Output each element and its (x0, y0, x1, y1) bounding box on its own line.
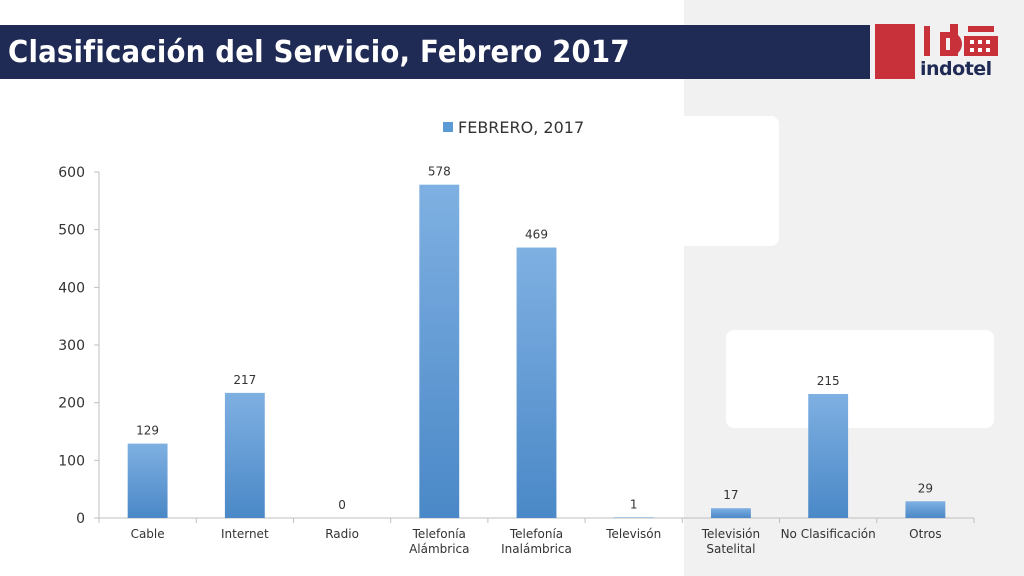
background-notch (726, 330, 994, 428)
bar (905, 501, 946, 518)
bar (224, 392, 265, 518)
bar (516, 247, 557, 518)
bar (419, 184, 460, 518)
x-tick-label: Internet (221, 527, 269, 541)
title-bar: Clasificación del Servicio, Febrero 2017 (0, 25, 870, 79)
logo-mark-icon (924, 24, 998, 56)
data-label: 215 (817, 374, 840, 388)
x-tick-label: Radio (325, 527, 359, 541)
x-tick-label: Satelital (706, 542, 755, 556)
y-tick-label: 500 (58, 223, 85, 239)
data-label: 578 (428, 165, 451, 179)
data-label: 29 (918, 481, 933, 495)
y-axis: 0 100 200 300 400 500 600 (58, 165, 100, 527)
y-tick-label: 600 (58, 165, 85, 181)
data-label: 217 (233, 373, 256, 387)
bar-chart: FEBRERO, 2017 0 100 200 300 400 500 600 Cable I… (58, 118, 975, 556)
logo-red-block (875, 24, 915, 79)
x-tick-label: Televisón (605, 527, 661, 541)
y-tick-label: 100 (58, 453, 85, 469)
background-notch (684, 116, 779, 246)
bar (808, 394, 849, 518)
page-title: Clasificación del Servicio, Febrero 2017 (8, 34, 630, 70)
x-tick-label: Cable (131, 527, 165, 541)
data-label: 0 (338, 498, 346, 512)
indotel-logo: indotel (920, 22, 1006, 84)
x-axis: Cable Internet Radio TelefoníaAlámbricaTele… (98, 517, 975, 556)
x-tick-label: Inalámbrica (501, 542, 572, 556)
data-label: 129 (136, 424, 159, 438)
x-tick-label: Telefonía (509, 527, 563, 541)
bar-series: 129 217 0 578 469 1 17 215 29 (127, 165, 946, 518)
x-tick-label: Televisión (701, 527, 760, 541)
y-tick-label: 300 (58, 338, 85, 354)
background-panel (684, 0, 1024, 576)
logo-wordmark: indotel (920, 58, 992, 80)
x-tick-label: Alámbrica (409, 542, 469, 556)
y-tick-label: 0 (76, 511, 85, 527)
bar (711, 508, 751, 518)
data-label: 469 (525, 228, 548, 242)
chart-legend: FEBRERO, 2017 (443, 118, 584, 137)
x-tick-label: No Clasificación (781, 527, 876, 541)
x-tick-label: Telefonía (412, 527, 466, 541)
data-label: 17 (723, 488, 738, 502)
bar (127, 443, 168, 518)
y-tick-label: 200 (58, 396, 85, 412)
data-label: 1 (630, 497, 638, 511)
bar (613, 517, 654, 518)
y-tick-label: 400 (58, 280, 85, 296)
legend-swatch (443, 122, 453, 132)
x-tick-label: Otros (909, 527, 941, 541)
legend-label: FEBRERO, 2017 (458, 118, 584, 137)
